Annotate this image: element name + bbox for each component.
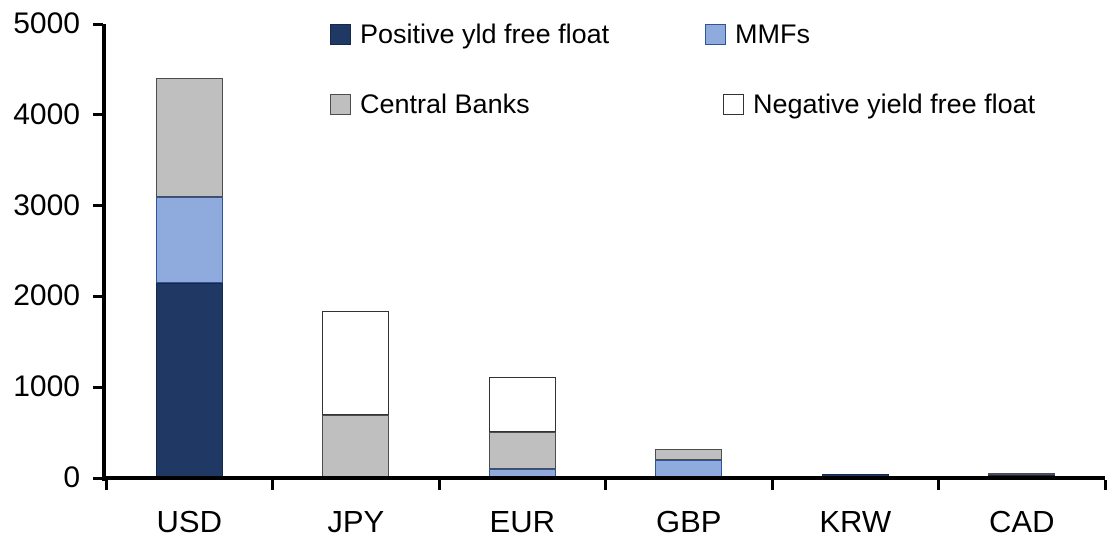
- y-axis-tick: [93, 204, 103, 208]
- x-axis-tick: [937, 480, 940, 490]
- legend-label: MMFs: [735, 18, 810, 49]
- bar-segment-usd-positive-yld-free-float: [155, 282, 223, 478]
- bar-segment-usd-central-banks: [155, 78, 223, 197]
- y-axis-tick: [93, 294, 103, 298]
- legend-item-mmfs: MMFs: [705, 18, 810, 49]
- x-axis-label: KRW: [819, 504, 892, 539]
- x-axis-tick: [271, 480, 274, 490]
- bar-segment-usd-mmfs: [155, 196, 223, 283]
- y-axis-tick-label: 0: [63, 461, 80, 494]
- y-axis-tick-label: 1000: [13, 370, 80, 404]
- y-axis-tick: [93, 113, 103, 117]
- legend-swatch-mmfs: [705, 23, 726, 45]
- y-axis-tick-label: 5000: [13, 7, 80, 40]
- y-axis-tick: [93, 476, 103, 480]
- legend-label: Central Banks: [360, 88, 530, 119]
- x-axis-tick: [1103, 480, 1107, 490]
- legend-label: Positive yld free float: [360, 18, 610, 49]
- legend-label: Negative yield free float: [753, 88, 1036, 119]
- bar-segment-jpy-negative-yield-free-float: [322, 310, 390, 416]
- x-axis-tick: [770, 480, 774, 490]
- bar-segment-eur-central-banks: [488, 431, 556, 469]
- legend-swatch-central-banks: [330, 93, 351, 115]
- bar-segment-gbp-central-banks: [655, 448, 723, 460]
- y-axis-tick-label: 4000: [13, 97, 80, 131]
- x-axis-label: GBP: [656, 504, 722, 539]
- bar-segment-cad-central-banks: [988, 472, 1056, 476]
- x-axis-label: EUR: [489, 504, 555, 539]
- x-axis-label: JPY: [327, 504, 385, 539]
- legend-item-negative-yield-free-float: Negative yield free float: [723, 88, 1036, 119]
- y-axis-tick: [93, 22, 103, 26]
- y-axis-tick: [93, 385, 103, 389]
- legend-item-central-banks: Central Banks: [330, 88, 530, 119]
- y-axis-line: [102, 24, 106, 481]
- y-axis-tick-label: 3000: [13, 188, 80, 222]
- legend-item-positive-yld-free-float: Positive yld free float: [330, 18, 610, 49]
- y-axis-tick-label: 2000: [13, 279, 80, 313]
- x-axis-tick: [604, 480, 607, 490]
- bar-segment-jpy-central-banks: [322, 415, 390, 478]
- x-axis-line: [102, 476, 1105, 480]
- legend-swatch-negative-yield-free-float: [723, 93, 744, 115]
- x-axis-tick: [437, 480, 441, 490]
- x-axis-label: USD: [156, 504, 222, 539]
- legend-swatch-positive-yld-free-float: [330, 23, 351, 45]
- x-axis-tick: [104, 480, 108, 490]
- x-axis-label: CAD: [989, 504, 1055, 539]
- bar-segment-eur-negative-yield-free-float: [488, 377, 556, 432]
